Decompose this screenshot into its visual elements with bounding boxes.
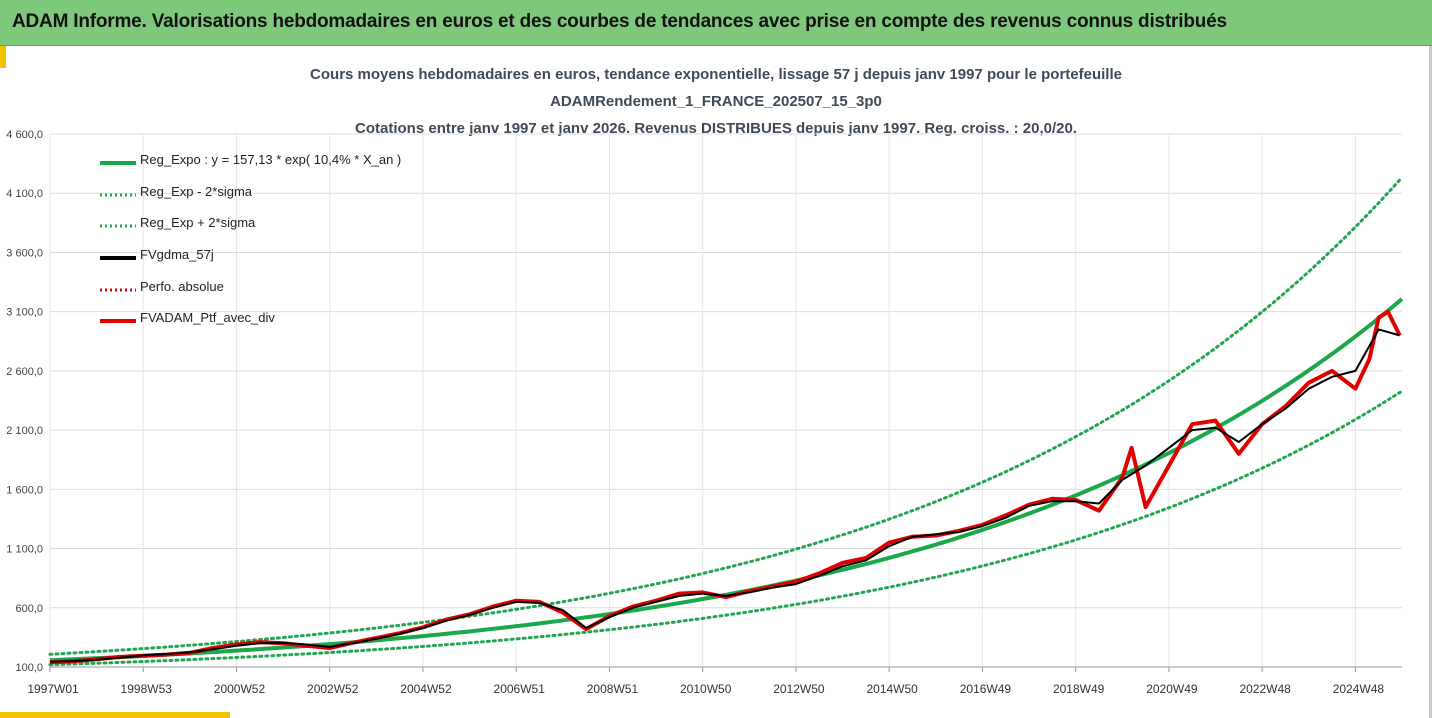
accent-bar-top	[0, 46, 6, 68]
y-tick-label: 4 600,0	[6, 129, 43, 141]
legend-item-lower-band: Reg_Exp - 2*sigma	[100, 184, 460, 204]
x-tick-label: 2022W48	[1239, 682, 1291, 696]
y-tick-label: 100,0	[15, 662, 43, 674]
chart-title-line-1: Cours moyens hebdomadaires en euros, ten…	[310, 66, 1122, 83]
frame-right-border	[1429, 46, 1432, 718]
x-tick-label: 2002W52	[307, 682, 359, 696]
legend-swatch-dotted-green	[100, 187, 136, 197]
legend-swatch-dotted-green	[100, 218, 136, 228]
report-title: ADAM Informe. Valorisations hebdomadaire…	[12, 11, 1227, 32]
x-tick-label: 2020W49	[1146, 682, 1198, 696]
line-perfo-absolue	[49, 310, 1401, 664]
line-fvgdma	[49, 328, 1400, 663]
legend-item-fvadam: FVADAM_Ptf_avec_div	[100, 310, 460, 330]
chart-title-line-3: Cotations entre janv 1997 et janv 2026. …	[355, 120, 1077, 137]
legend-item-perfo: Perfo. absolue	[100, 279, 460, 299]
x-tick-label: 2016W49	[960, 682, 1012, 696]
y-tick-label: 3 600,0	[6, 247, 43, 259]
x-tick-label: 1998W53	[121, 682, 173, 696]
legend-item-reg-expo: Reg_Expo : y = 157,13 * exp( 10,4% * X_a…	[100, 152, 460, 172]
x-tick-label: 2004W52	[400, 682, 452, 696]
x-tick-label: 1997W01	[27, 682, 79, 696]
x-tick-label: 2000W52	[214, 682, 266, 696]
y-tick-label: 2 600,0	[6, 366, 43, 378]
legend-label: Reg_Exp - 2*sigma	[140, 184, 252, 199]
accent-bar-bottom	[0, 712, 230, 718]
legend-swatch-dotted-red	[100, 282, 136, 292]
legend-swatch-solid-black	[100, 250, 136, 260]
report-banner: ADAM Informe. Valorisations hebdomadaire…	[0, 0, 1432, 46]
line-lower-band	[48, 389, 1404, 667]
x-tick-label: 2010W50	[680, 682, 732, 696]
y-tick-label: 1 100,0	[6, 544, 43, 556]
x-tick-label: 2008W51	[587, 682, 639, 696]
x-tick-label: 2006W51	[494, 682, 546, 696]
x-tick-label: 2024W48	[1333, 682, 1385, 696]
legend-swatch-solid-green	[100, 155, 136, 165]
legend-item-upper-band: Reg_Exp + 2*sigma	[100, 215, 460, 235]
y-tick-label: 600,0	[15, 603, 43, 615]
y-tick-label: 1 600,0	[6, 484, 43, 496]
y-tick-label: 2 100,0	[6, 425, 43, 437]
line-fvadam-ptf	[49, 309, 1402, 665]
line-reg-expo	[49, 297, 1404, 663]
line-upper-band	[48, 175, 1404, 656]
x-tick-label: 2012W50	[773, 682, 825, 696]
legend-label: Reg_Expo : y = 157,13 * exp( 10,4% * X_a…	[140, 152, 402, 167]
y-tick-label: 3 100,0	[6, 307, 43, 319]
legend-label: FVgdma_57j	[140, 247, 214, 262]
y-tick-label: 4 100,0	[6, 188, 43, 200]
legend-item-fvgdma: FVgdma_57j	[100, 247, 460, 267]
chart-title-line-2: ADAMRendement_1_FRANCE_202507_15_3p0	[550, 93, 882, 110]
legend-label: FVADAM_Ptf_avec_div	[140, 310, 275, 325]
x-tick-label: 2018W49	[1053, 682, 1105, 696]
legend-label: Reg_Exp + 2*sigma	[140, 215, 256, 230]
legend-label: Perfo. absolue	[140, 279, 224, 294]
x-tick-label: 2014W50	[866, 682, 918, 696]
legend-swatch-solid-red	[100, 313, 136, 323]
